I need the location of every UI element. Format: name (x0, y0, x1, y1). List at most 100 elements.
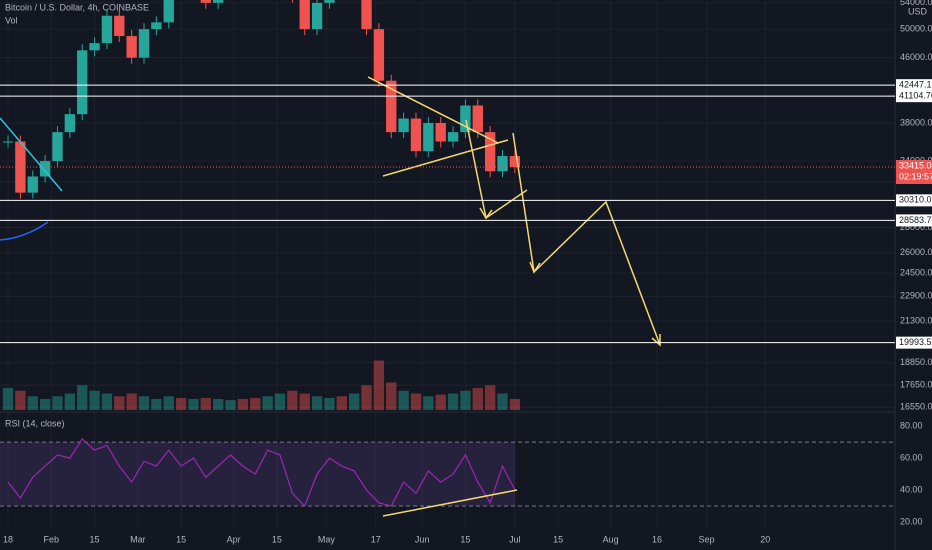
volume-bar (460, 390, 471, 410)
volume-bar (336, 396, 347, 410)
level-label-box (896, 79, 932, 92)
x-tick-label: Mar (130, 534, 146, 544)
rsi-tick-label: 80.00 (900, 421, 923, 431)
candle (373, 29, 385, 81)
level-label: 28583.79 (899, 215, 932, 225)
y-tick-label: 18850.00 (900, 357, 932, 367)
candle (398, 118, 409, 133)
x-tick-label: 15 (460, 534, 470, 544)
volume-bar (200, 397, 212, 410)
volume-bar (175, 397, 187, 410)
volume-bar (435, 394, 446, 410)
level-label: 19993.57 (899, 337, 932, 347)
candle (386, 80, 397, 133)
candle (101, 15, 113, 44)
candle (423, 123, 434, 152)
y-tick-label: 54000.00 (900, 0, 932, 7)
x-tick-label: Apr (227, 534, 241, 544)
chart-title: Bitcoin / U.S. Dollar, 4h, COINBASE (5, 2, 149, 12)
volume-bar (311, 396, 323, 410)
candle (509, 156, 521, 167)
volume-bar (410, 393, 422, 410)
level-label: 41104.76 (899, 91, 932, 101)
y-tick-label: 50000.00 (900, 24, 932, 34)
volume-label: Vol (5, 15, 18, 25)
x-tick-label: 15 (553, 534, 563, 544)
volume-bar (262, 396, 273, 410)
candle (497, 156, 508, 172)
candle (311, 2, 323, 30)
y-tick-label: 24500.00 (900, 268, 932, 278)
level-label-box (896, 194, 932, 207)
drawings (0, 76, 661, 517)
volume-bar (27, 396, 38, 410)
candle (163, 0, 174, 23)
y-tick-label: 46000.00 (900, 52, 932, 62)
rsi-line (7, 438, 516, 508)
volume-bar (225, 400, 236, 410)
candle (324, 0, 335, 3)
volume-bar (114, 396, 125, 410)
candle (460, 105, 471, 133)
candle (64, 114, 76, 133)
volume-bar (423, 396, 434, 410)
x-tick-label: Feb (44, 534, 60, 544)
x-tick-label: Jul (509, 534, 521, 544)
volume-bar (484, 385, 496, 410)
rsi-band (0, 442, 515, 507)
level-label: 42447.16 (899, 80, 932, 90)
volume-bar (447, 393, 459, 410)
level-label-box (896, 90, 932, 103)
arc (0, 221, 49, 241)
level-label-box (896, 214, 932, 227)
countdown: 02:19:57 (899, 171, 932, 181)
volume-bar (287, 390, 298, 410)
volume-bar (386, 382, 397, 410)
candle (200, 0, 212, 3)
x-tick-label: 16 (652, 534, 662, 544)
candle (484, 132, 496, 172)
x-tick-label: 15 (176, 534, 186, 544)
x-tick-label: 15 (272, 534, 282, 544)
rsi-tick-label: 20.00 (900, 516, 923, 526)
volume-bar (213, 399, 224, 410)
candle (15, 141, 26, 193)
rsi-tick-label: 40.00 (900, 484, 923, 494)
volume-bar (373, 360, 385, 410)
volume-bar (324, 397, 335, 410)
x-tick-label: 15 (90, 534, 100, 544)
candle (39, 161, 51, 177)
x-tick-label: Jun (415, 534, 430, 544)
candle (213, 0, 224, 3)
price-label-box (896, 159, 932, 184)
volume-bar (2, 388, 14, 410)
candle (447, 132, 459, 142)
x-tick-label: Aug (603, 534, 619, 544)
volume-bar (361, 385, 372, 410)
candle (138, 29, 150, 58)
volume-bar (151, 399, 162, 410)
y-tick-label: 28000.00 (900, 222, 932, 232)
volume-bar (163, 396, 174, 410)
volume-bar (89, 390, 100, 410)
candle (361, 0, 372, 30)
volume-bar (274, 393, 286, 410)
candle (435, 123, 446, 142)
volume-bar (15, 390, 26, 410)
x-tick-label: 20 (760, 534, 770, 544)
volume-bar (64, 393, 76, 410)
arrow-head (529, 261, 661, 347)
price-label: 33415.04 (899, 160, 932, 170)
candle (52, 132, 63, 162)
candle (114, 15, 125, 37)
y-tick-label: 22900.00 (900, 291, 932, 301)
candle (410, 118, 422, 152)
x-tick-label: 17 (371, 534, 381, 544)
level-label: 30310.03 (899, 195, 932, 205)
x-tick-label: Sep (698, 534, 714, 544)
trend-line (0, 117, 63, 192)
candle (77, 50, 88, 115)
volume-bar (237, 399, 249, 410)
